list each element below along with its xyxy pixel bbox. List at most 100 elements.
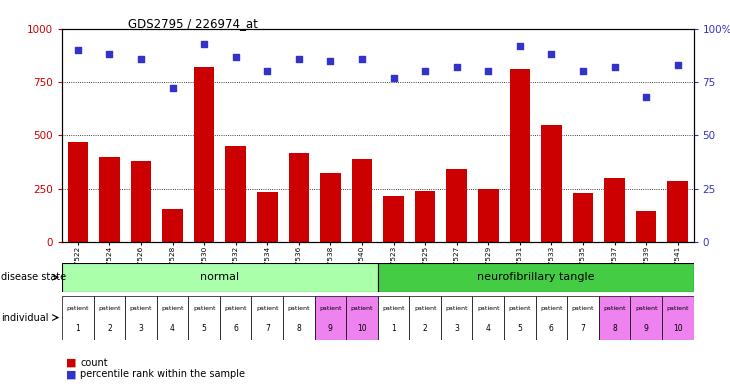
Point bbox=[72, 47, 84, 53]
Bar bbox=[599, 296, 631, 340]
Bar bbox=[352, 159, 372, 242]
Text: 9: 9 bbox=[328, 324, 333, 333]
Point bbox=[577, 68, 589, 74]
Text: patient: patient bbox=[288, 306, 310, 311]
Text: 2: 2 bbox=[423, 324, 428, 333]
Point bbox=[135, 56, 147, 62]
Text: patient: patient bbox=[445, 306, 468, 311]
Text: patient: patient bbox=[540, 306, 563, 311]
Point bbox=[199, 41, 210, 47]
Text: patient: patient bbox=[256, 306, 279, 311]
Bar bbox=[188, 296, 220, 340]
Point bbox=[514, 43, 526, 49]
Bar bbox=[378, 296, 410, 340]
Text: patient: patient bbox=[635, 306, 658, 311]
Text: patient: patient bbox=[383, 306, 405, 311]
Text: 8: 8 bbox=[612, 324, 617, 333]
Bar bbox=[441, 296, 472, 340]
Text: 7: 7 bbox=[265, 324, 269, 333]
Text: patient: patient bbox=[161, 306, 184, 311]
Bar bbox=[667, 181, 688, 242]
Text: 10: 10 bbox=[357, 324, 366, 333]
Bar bbox=[415, 191, 435, 242]
Bar bbox=[631, 296, 662, 340]
Point bbox=[483, 68, 494, 74]
Bar bbox=[346, 296, 378, 340]
Text: neurofibrillary tangle: neurofibrillary tangle bbox=[477, 272, 594, 283]
Text: 1: 1 bbox=[391, 324, 396, 333]
Bar bbox=[573, 193, 593, 242]
Bar bbox=[604, 178, 625, 242]
Point bbox=[356, 56, 368, 62]
Text: patient: patient bbox=[66, 306, 89, 311]
Bar bbox=[504, 296, 536, 340]
Text: patient: patient bbox=[414, 306, 437, 311]
Bar bbox=[383, 196, 404, 242]
Bar bbox=[220, 296, 251, 340]
Text: patient: patient bbox=[509, 306, 531, 311]
Bar bbox=[257, 192, 277, 242]
Text: 1: 1 bbox=[75, 324, 80, 333]
Text: 7: 7 bbox=[580, 324, 585, 333]
Text: 3: 3 bbox=[454, 324, 459, 333]
Text: patient: patient bbox=[477, 306, 499, 311]
Point bbox=[451, 64, 463, 70]
Text: count: count bbox=[80, 358, 108, 368]
Point bbox=[293, 56, 304, 62]
Point bbox=[545, 51, 557, 58]
Point bbox=[419, 68, 431, 74]
Point bbox=[640, 94, 652, 100]
Text: 4: 4 bbox=[486, 324, 491, 333]
Bar bbox=[252, 296, 283, 340]
Text: 6: 6 bbox=[234, 324, 238, 333]
Bar bbox=[131, 161, 151, 242]
Bar bbox=[62, 296, 93, 340]
Point bbox=[388, 75, 399, 81]
Point bbox=[325, 58, 337, 64]
Bar bbox=[567, 296, 599, 340]
Text: 3: 3 bbox=[139, 324, 143, 333]
Bar bbox=[283, 296, 315, 340]
Bar bbox=[68, 142, 88, 242]
Text: 5: 5 bbox=[518, 324, 522, 333]
Bar bbox=[93, 296, 126, 340]
Text: disease state: disease state bbox=[1, 272, 66, 282]
Bar bbox=[315, 296, 346, 340]
Point bbox=[672, 62, 683, 68]
Bar bbox=[410, 296, 441, 340]
Bar bbox=[447, 169, 467, 242]
Bar bbox=[662, 296, 694, 340]
Text: patient: patient bbox=[193, 306, 215, 311]
Text: patient: patient bbox=[666, 306, 689, 311]
Bar bbox=[62, 263, 378, 292]
Text: 2: 2 bbox=[107, 324, 112, 333]
Point bbox=[609, 64, 620, 70]
Text: individual: individual bbox=[1, 313, 48, 323]
Text: GDS2795 / 226974_at: GDS2795 / 226974_at bbox=[128, 17, 258, 30]
Bar bbox=[99, 157, 120, 242]
Bar bbox=[288, 154, 309, 242]
Text: 5: 5 bbox=[201, 324, 207, 333]
Bar bbox=[378, 263, 694, 292]
Bar bbox=[536, 296, 567, 340]
Point bbox=[166, 85, 178, 91]
Bar bbox=[478, 189, 499, 242]
Bar bbox=[541, 125, 561, 242]
Bar bbox=[162, 209, 182, 242]
Text: patient: patient bbox=[603, 306, 626, 311]
Text: patient: patient bbox=[130, 306, 153, 311]
Text: percentile rank within the sample: percentile rank within the sample bbox=[80, 369, 245, 379]
Text: patient: patient bbox=[98, 306, 120, 311]
Bar bbox=[320, 173, 341, 242]
Text: ■: ■ bbox=[66, 358, 76, 368]
Text: 8: 8 bbox=[296, 324, 301, 333]
Text: patient: patient bbox=[319, 306, 342, 311]
Bar bbox=[226, 146, 246, 242]
Point bbox=[261, 68, 273, 74]
Text: patient: patient bbox=[350, 306, 373, 311]
Bar bbox=[157, 296, 188, 340]
Text: normal: normal bbox=[200, 272, 239, 283]
Text: patient: patient bbox=[224, 306, 247, 311]
Text: patient: patient bbox=[572, 306, 594, 311]
Text: ■: ■ bbox=[66, 369, 76, 379]
